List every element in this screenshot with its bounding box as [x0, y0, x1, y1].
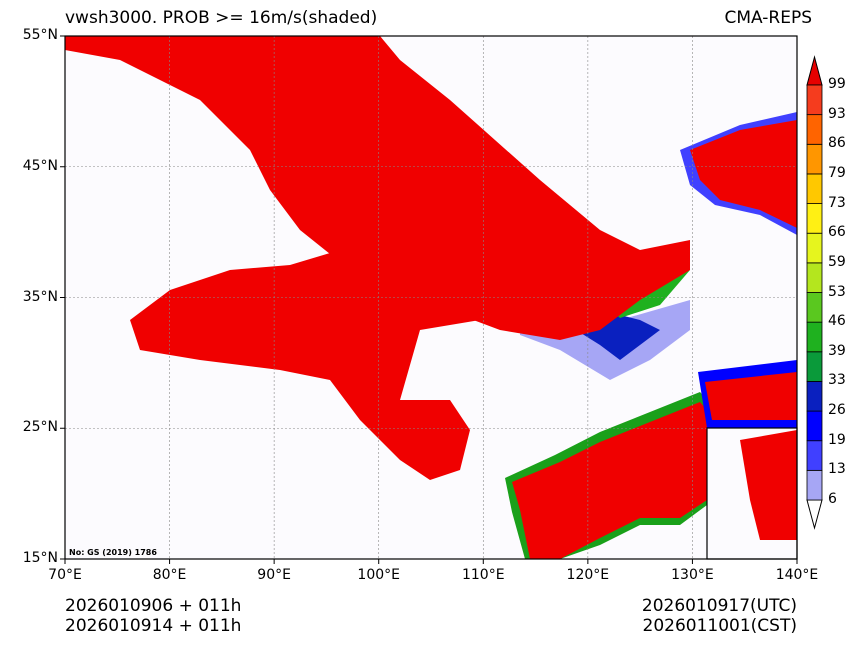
colorbar-segment: [806, 84, 823, 116]
colorbar-segment: [806, 410, 823, 442]
lon-label: 80°E: [152, 567, 187, 583]
init-time-cst: 2026010914 + 011h: [65, 616, 242, 636]
colorbar-segment: [806, 292, 823, 323]
colorbar-label: 26: [828, 402, 846, 419]
colorbar-label: 79: [828, 164, 846, 181]
lat-label: 35°N: [22, 288, 58, 305]
colorbar-label: 39: [828, 342, 846, 359]
colorbar: [806, 55, 823, 530]
lat-label: 55°N: [22, 27, 58, 43]
colorbar-label: 6: [828, 491, 837, 507]
colorbar-segment: [806, 143, 823, 175]
colorbar-segment: [806, 469, 823, 501]
shaded-northeast: [690, 120, 797, 228]
lon-label: 100°E: [357, 567, 400, 583]
lon-label: 90°E: [257, 567, 291, 583]
model-name: CMA-REPS: [724, 8, 812, 28]
shaded-tibet: [130, 250, 520, 480]
colorbar-segment: [806, 173, 823, 204]
colorbar-label: 99: [828, 76, 846, 92]
colorbar-segment: [806, 203, 823, 234]
lon-label: 130°E: [671, 567, 714, 583]
colorbar-label: 53: [828, 283, 846, 300]
lat-label: 45°N: [22, 157, 58, 174]
lon-label: 70°E: [48, 567, 82, 583]
init-time-utc: 2026010906 + 011h: [65, 596, 242, 616]
lat-label: 25°N: [22, 419, 58, 436]
lon-label: 120°E: [566, 567, 610, 583]
shaded-south-china-sea: [512, 402, 707, 559]
lat-label: 15°N: [22, 550, 58, 566]
colorbar-label: 13: [828, 461, 846, 478]
shaded-north-band: [65, 36, 690, 340]
colorbar-segment: [806, 232, 823, 264]
map-title: vwsh3000. PROB >= 16m/s(shaded): [65, 8, 378, 28]
colorbar-segment: [806, 262, 823, 293]
colorbar-label: 73: [828, 194, 846, 211]
colorbar-over-arrow: [806, 55, 823, 86]
probability-shading: [65, 36, 797, 559]
lon-label: 140°E: [775, 567, 819, 583]
colorbar-segment: [806, 114, 823, 145]
colorbar-under-arrow: [806, 499, 823, 530]
colorbar-segment: [806, 351, 823, 382]
lon-label: 110°E: [461, 567, 505, 583]
shaded-inset: [740, 430, 797, 540]
shaded-east-band: [705, 372, 797, 420]
graticule: [65, 36, 797, 559]
colorbar-segment: [806, 321, 823, 353]
colorbar-label: 46: [828, 313, 846, 330]
colorbar-label: 93: [828, 105, 846, 122]
colorbar-label: 19: [828, 431, 846, 448]
colorbar-segment: [806, 381, 823, 412]
colorbar-label: 33: [828, 372, 846, 389]
colorbar-segment: [806, 440, 823, 471]
valid-time-cst: 2026011001(CST): [642, 616, 797, 636]
valid-time-utc: 2026010917(UTC): [641, 596, 797, 616]
colorbar-label: 86: [828, 135, 846, 152]
approval-number: No: GS (2019) 1786: [69, 548, 157, 557]
colorbar-label: 66: [828, 224, 846, 241]
colorbar-label: 59: [828, 253, 846, 270]
